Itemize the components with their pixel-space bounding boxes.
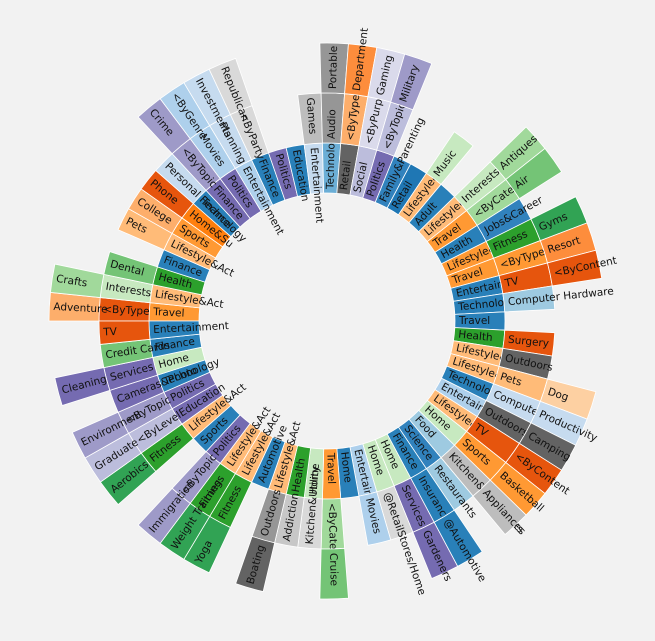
ring3-segment-18-military[interactable] — [390, 53, 433, 111]
ring2-label-45-bycateg: <ByCateg — [326, 503, 339, 557]
ring3-segment-11-republican[interactable] — [208, 57, 253, 116]
ring2-label-16-bytype: <ByType — [344, 94, 362, 142]
ring2-label-28-tv: TV — [503, 275, 521, 290]
ring3-segment-52-immigration[interactable] — [137, 487, 191, 544]
ring3-label-45-cruise: Cruise — [327, 553, 340, 586]
ring1-label-14-entertainment: Entertainment — [308, 147, 326, 223]
ring1-label-31-health: Health — [458, 329, 494, 344]
ring1-label-30-travel: Travel — [458, 315, 490, 327]
ring1-label-45-travel: Travel — [324, 452, 337, 485]
ring3-segment-48-boating[interactable] — [235, 535, 276, 593]
ring2-label-0-bytype: <ByType — [103, 303, 150, 317]
ring2-label-15-audio: Audio — [326, 109, 339, 139]
ring2-label-31-surgery: Surgery — [507, 334, 549, 350]
ring2-label-14-games: Games — [304, 97, 319, 135]
ring1-label-46-home: Home — [308, 463, 322, 495]
ring2-label-60-tv: TV — [102, 326, 118, 339]
ring3-label-1-crafts: Crafts — [55, 273, 88, 290]
ring3-label-0-adventure: Adventure — [53, 301, 108, 316]
ring1-label-15-technology: Technology — [324, 130, 338, 190]
ring3-label-15-portable: Portable — [327, 46, 340, 90]
ring1-label-0-travel: Travel — [152, 306, 185, 320]
ring1-label-60-entertainment: Entertainment — [153, 320, 229, 336]
ring1-label-16-retail: Retail — [338, 160, 354, 191]
ring2-segment-60-tv[interactable] — [98, 320, 151, 345]
ring1-label-44-home: Home — [338, 451, 354, 483]
